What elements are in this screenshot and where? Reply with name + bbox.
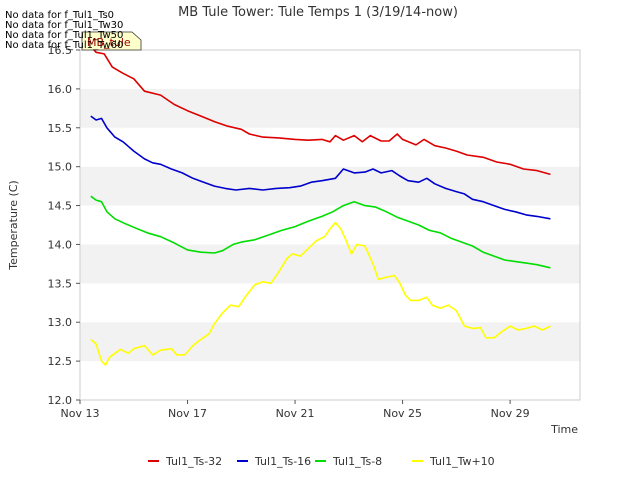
y-tick-label: 16.0 bbox=[48, 83, 73, 96]
plot-frame bbox=[79, 49, 581, 401]
x-tick-label: Nov 25 bbox=[383, 407, 422, 420]
no-data-message: No data for f_Tul1_Tw30 bbox=[5, 20, 123, 31]
x-tick-label: Nov 29 bbox=[491, 407, 530, 420]
series-line-tul1-ts-32 bbox=[90, 45, 551, 176]
y-tick-label: 13.5 bbox=[48, 277, 73, 290]
y-tick-label: 14.5 bbox=[48, 200, 73, 213]
no-data-message: No data for f_Tul1_Tw50 bbox=[5, 30, 123, 41]
y-tick-label: 16.5 bbox=[48, 44, 73, 57]
legend: Tul1_Ts-32 Tul1_Ts-16 Tul1_Ts-8 Tul1_Tw+10 bbox=[148, 455, 495, 468]
y-axis-label: Temperature (C) bbox=[7, 180, 20, 270]
plot-band bbox=[80, 322, 580, 362]
series-line-tul1-ts-16 bbox=[90, 115, 551, 220]
plot-band bbox=[80, 205, 580, 245]
legend-label: Tul1_Ts-32 bbox=[165, 455, 222, 468]
plot-band bbox=[80, 50, 580, 89]
y-tick-label: 12.5 bbox=[48, 355, 73, 368]
no-data-message: No data for f_Tul1_Tw60 bbox=[5, 40, 123, 51]
series-line-tul1-ts-8 bbox=[90, 195, 551, 269]
no-data-message: No data for f_Tul1_Ts0 bbox=[5, 10, 114, 21]
plot-band bbox=[80, 166, 580, 206]
mb-tule-tag-box bbox=[81, 31, 142, 51]
x-axis-label: Time bbox=[550, 423, 578, 436]
plot-band bbox=[80, 88, 580, 128]
x-tick-label: Nov 17 bbox=[168, 407, 207, 420]
mb-tule-tag: MB_tule bbox=[81, 31, 142, 51]
y-tick-label: 12.0 bbox=[48, 394, 73, 407]
x-axis: Nov 13 Nov 17 Nov 21 Nov 25 Nov 29 bbox=[61, 400, 530, 420]
plot-band bbox=[80, 244, 580, 284]
y-tick-label: 13.0 bbox=[48, 316, 73, 329]
x-tick-label: Nov 21 bbox=[276, 407, 315, 420]
y-tick-label: 15.5 bbox=[48, 122, 73, 135]
mb-tule-tag-text: MB_tule bbox=[87, 36, 131, 49]
plot-band bbox=[80, 361, 580, 400]
plot-bands bbox=[80, 50, 580, 400]
chart-title: MB Tule Tower: Tule Temps 1 (3/19/14-now… bbox=[178, 5, 458, 20]
plot-band bbox=[80, 127, 580, 167]
y-tick-label: 15.0 bbox=[48, 161, 73, 174]
legend-label: Tul1_Tw+10 bbox=[429, 455, 495, 468]
series-line-tul1-tw-10 bbox=[90, 221, 551, 366]
legend-label: Tul1_Ts-16 bbox=[254, 455, 311, 468]
y-axis: 12.0 12.5 13.0 13.5 14.0 14.5 15.0 15.5 16.0 16.5 bbox=[48, 44, 80, 407]
series-layer bbox=[90, 45, 551, 366]
no-data-messages: No data for f_Tul1_Ts0 No data for f_Tul… bbox=[5, 10, 123, 51]
plot-band bbox=[80, 283, 580, 323]
y-tick-label: 14.0 bbox=[48, 238, 73, 251]
x-tick-label: Nov 13 bbox=[61, 407, 100, 420]
legend-label: Tul1_Ts-8 bbox=[332, 455, 382, 468]
